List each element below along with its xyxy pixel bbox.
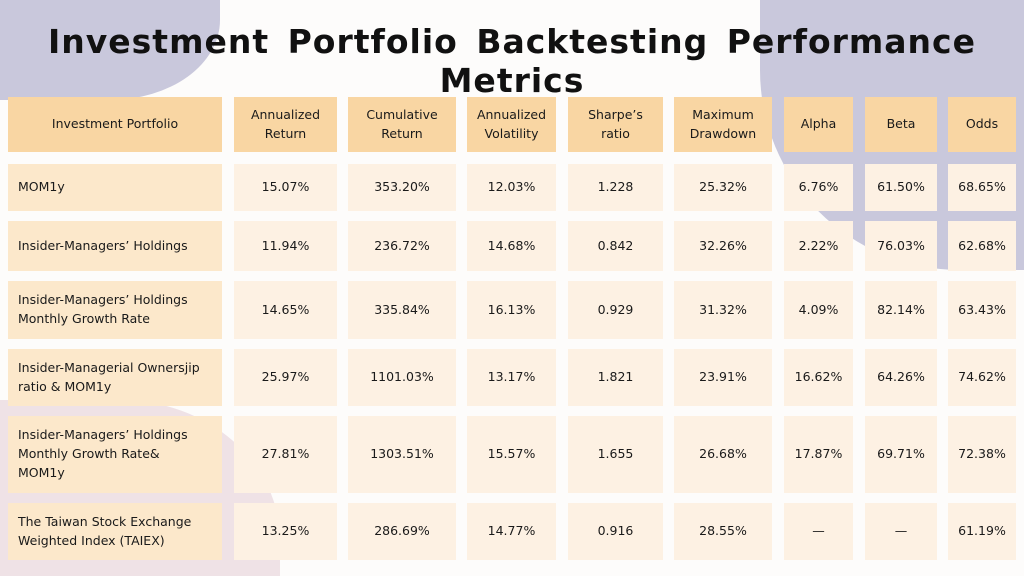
header-cell: Odds bbox=[948, 97, 1016, 152]
value-cell: 4.09% bbox=[784, 281, 853, 339]
header-cell: Sharpe’s ratio bbox=[568, 97, 663, 152]
value-cell: 13.17% bbox=[467, 349, 556, 406]
portfolio-name-cell: The Taiwan Stock Exchange Weighted Index… bbox=[8, 503, 222, 560]
header-cell: Beta bbox=[865, 97, 937, 152]
portfolio-name-cell: Insider-Managers’ Holdings bbox=[8, 221, 222, 271]
value-cell: 0.842 bbox=[568, 221, 663, 271]
value-cell: 72.38% bbox=[948, 416, 1016, 493]
value-cell: 236.72% bbox=[348, 221, 456, 271]
value-cell: 14.68% bbox=[467, 221, 556, 271]
header-cell: Investment Portfolio bbox=[8, 97, 222, 152]
value-cell: 32.26% bbox=[674, 221, 772, 271]
value-cell: 16.13% bbox=[467, 281, 556, 339]
header-cell: Annualized Volatility bbox=[467, 97, 556, 152]
portfolio-name-cell: Insider-Managerial Ownersjip ratio & MOM… bbox=[8, 349, 222, 406]
value-cell: 286.69% bbox=[348, 503, 456, 560]
value-cell: 31.32% bbox=[674, 281, 772, 339]
header-cell: Annualized Return bbox=[234, 97, 337, 152]
value-cell: 17.87% bbox=[784, 416, 853, 493]
value-cell: 74.62% bbox=[948, 349, 1016, 406]
value-cell: 353.20% bbox=[348, 164, 456, 211]
value-cell: 16.62% bbox=[784, 349, 853, 406]
value-cell: 1303.51% bbox=[348, 416, 456, 493]
value-cell: 26.68% bbox=[674, 416, 772, 493]
value-cell: 12.03% bbox=[467, 164, 556, 211]
value-cell: 15.07% bbox=[234, 164, 337, 211]
portfolio-name-cell: Insider-Managers’ Holdings Monthly Growt… bbox=[8, 281, 222, 339]
value-cell: 63.43% bbox=[948, 281, 1016, 339]
value-cell: 25.32% bbox=[674, 164, 772, 211]
value-cell: 76.03% bbox=[865, 221, 937, 271]
portfolio-name-cell: Insider-Managers’ Holdings Monthly Growt… bbox=[8, 416, 222, 493]
header-cell: Maximum Drawdown bbox=[674, 97, 772, 152]
header-cell: Cumulative Return bbox=[348, 97, 456, 152]
value-cell: 0.929 bbox=[568, 281, 663, 339]
value-cell: 1101.03% bbox=[348, 349, 456, 406]
value-cell: 25.97% bbox=[234, 349, 337, 406]
value-cell: 6.76% bbox=[784, 164, 853, 211]
header-cell: Alpha bbox=[784, 97, 853, 152]
value-cell: 23.91% bbox=[674, 349, 772, 406]
value-cell: 64.26% bbox=[865, 349, 937, 406]
value-cell: 82.14% bbox=[865, 281, 937, 339]
page-title: Investment Portfolio Backtesting Perform… bbox=[48, 22, 976, 100]
value-cell: 1.821 bbox=[568, 349, 663, 406]
value-cell: 15.57% bbox=[467, 416, 556, 493]
value-cell: 2.22% bbox=[784, 221, 853, 271]
value-cell: 62.68% bbox=[948, 221, 1016, 271]
value-cell: 28.55% bbox=[674, 503, 772, 560]
value-cell: 61.19% bbox=[948, 503, 1016, 560]
value-cell: 13.25% bbox=[234, 503, 337, 560]
value-cell: 14.65% bbox=[234, 281, 337, 339]
value-cell: 14.77% bbox=[467, 503, 556, 560]
value-cell: 0.916 bbox=[568, 503, 663, 560]
value-cell: 1.655 bbox=[568, 416, 663, 493]
value-cell: 69.71% bbox=[865, 416, 937, 493]
value-cell: 27.81% bbox=[234, 416, 337, 493]
value-cell: 68.65% bbox=[948, 164, 1016, 211]
portfolio-name-cell: MOM1y bbox=[8, 164, 222, 211]
value-cell: 11.94% bbox=[234, 221, 337, 271]
value-cell: 61.50% bbox=[865, 164, 937, 211]
value-cell: 335.84% bbox=[348, 281, 456, 339]
value-cell: 1.228 bbox=[568, 164, 663, 211]
value-cell: — bbox=[865, 503, 937, 560]
value-cell: — bbox=[784, 503, 853, 560]
